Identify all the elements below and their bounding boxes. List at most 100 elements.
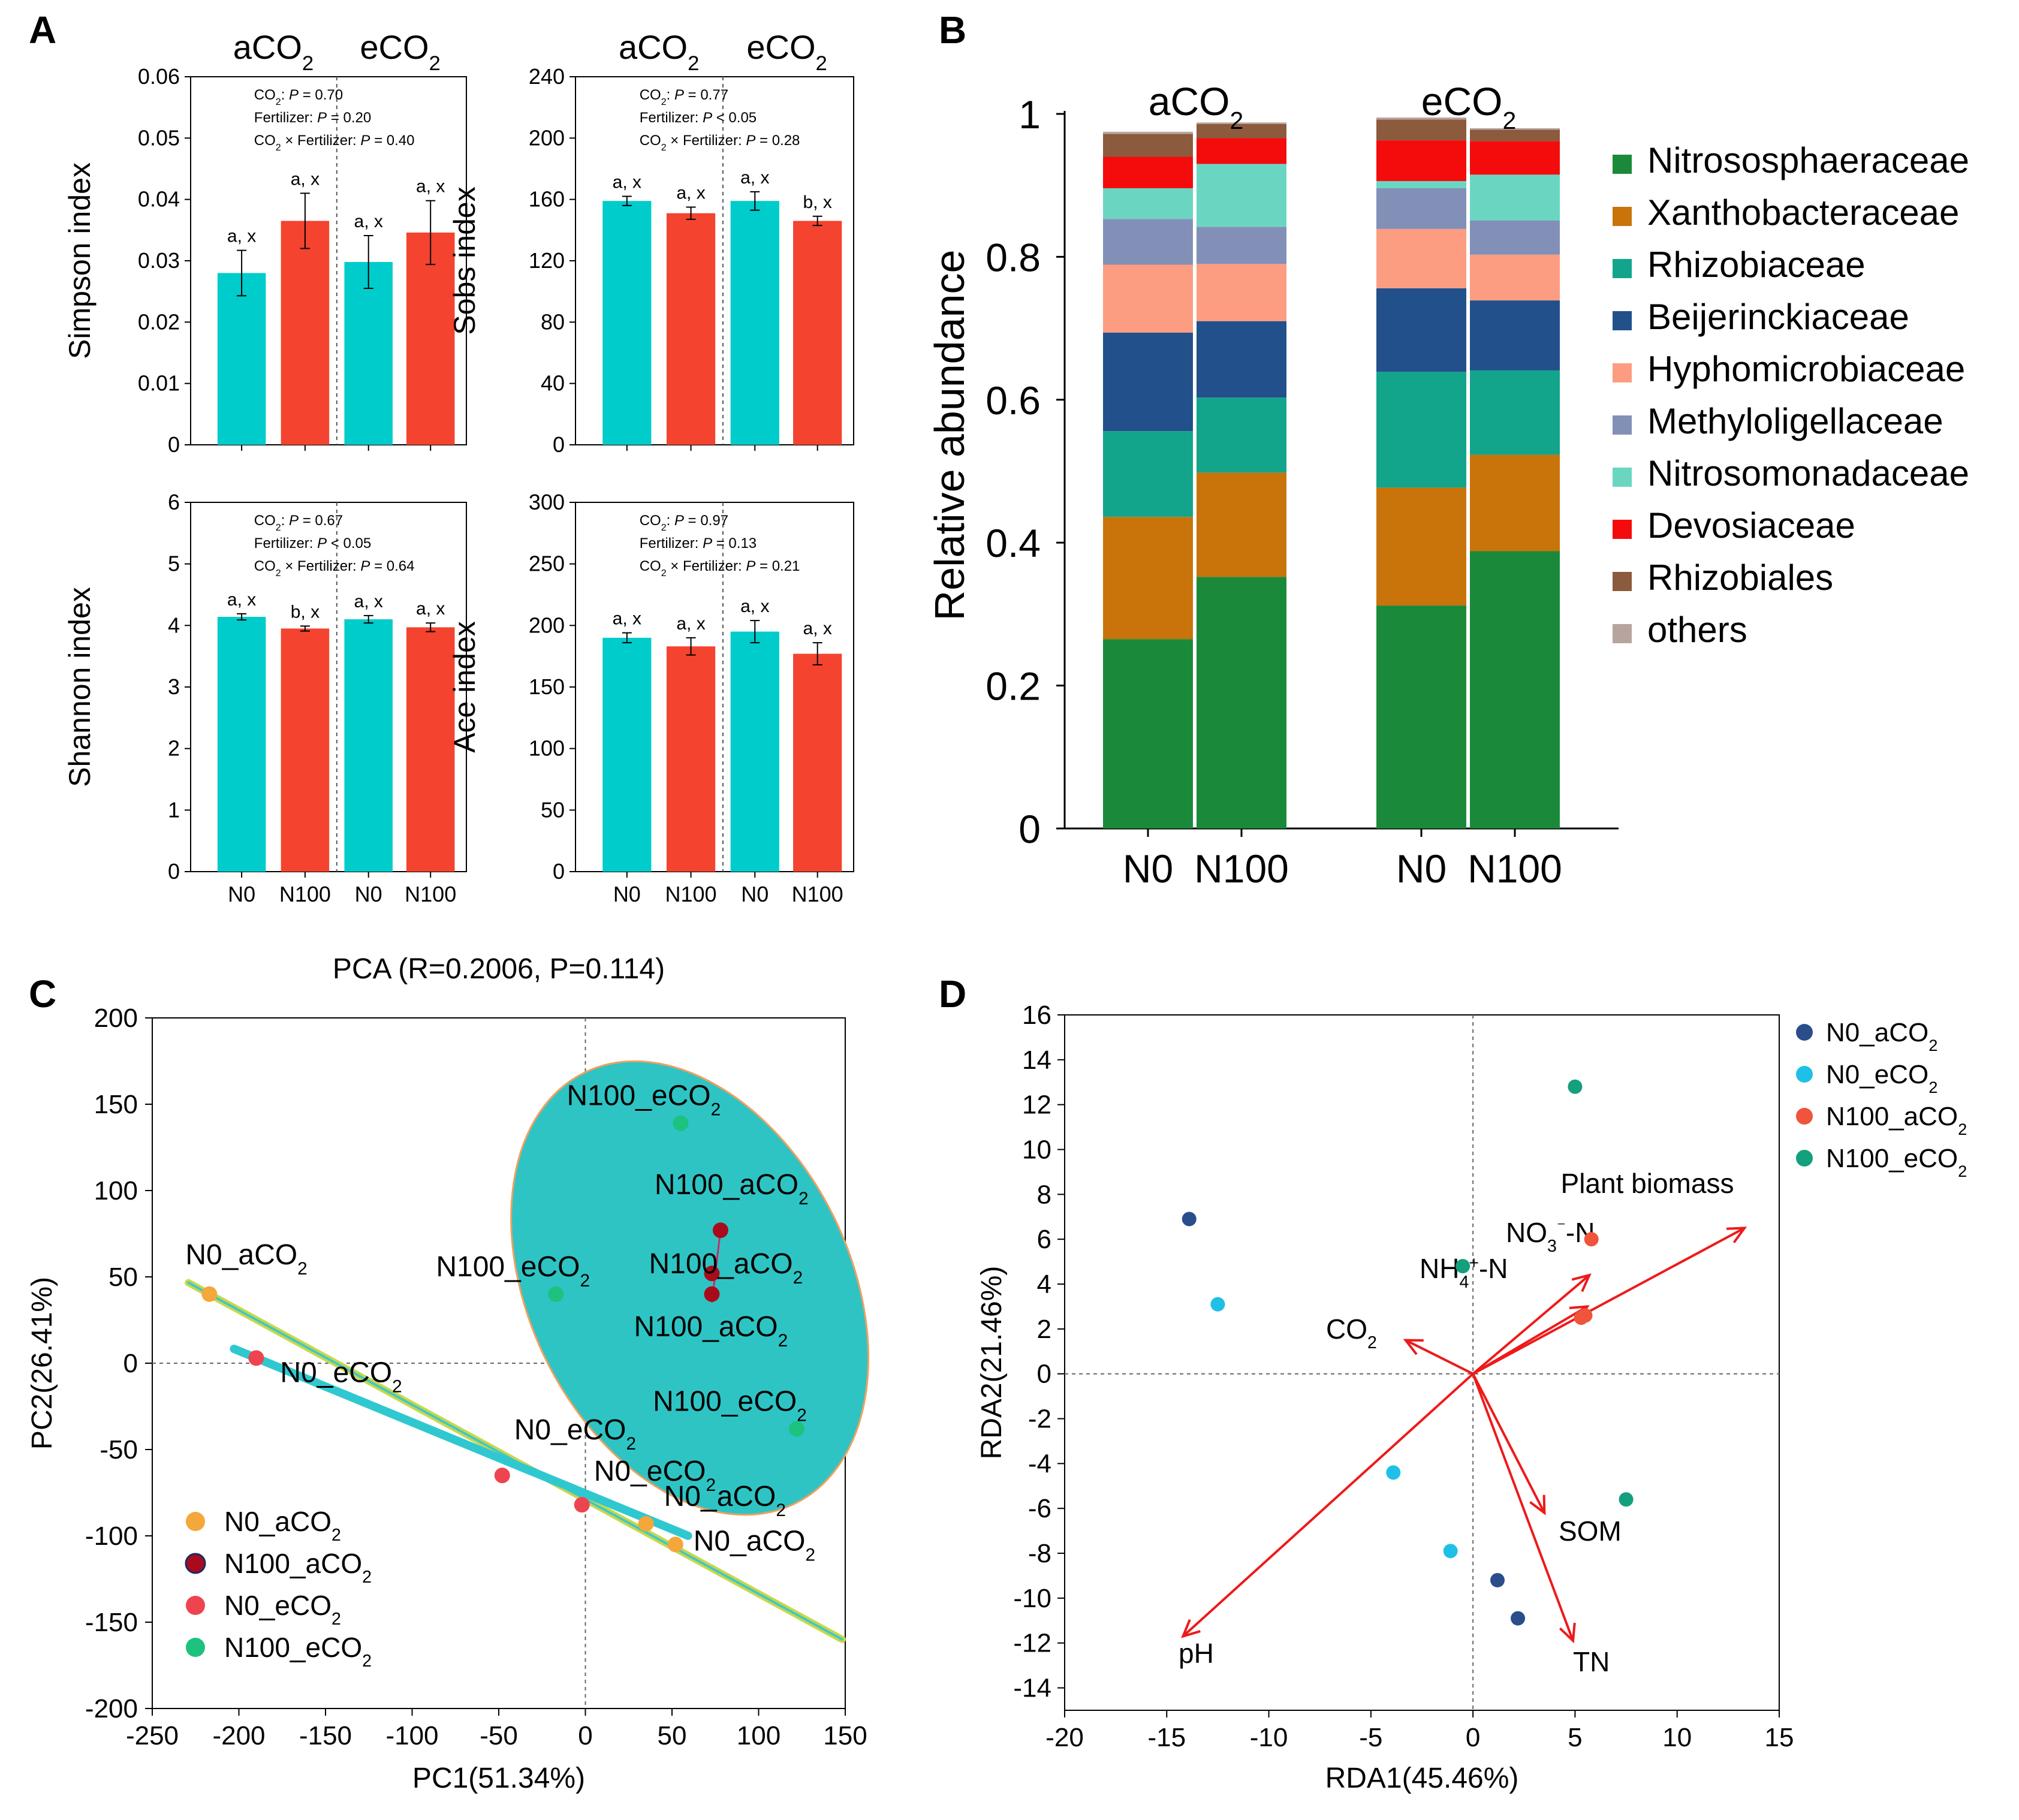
significance-letter: a, x — [354, 592, 383, 611]
data-point — [1619, 1492, 1634, 1507]
y-axis-label: Relative abundance — [926, 250, 973, 621]
y-tick-label: 250 — [529, 552, 565, 576]
data-point — [704, 1265, 720, 1282]
stats-line: Fertilizer: P = 0.20 — [254, 110, 371, 126]
stack-segment — [1376, 181, 1466, 188]
y-tick-label: 100 — [529, 736, 565, 761]
legend-label: others — [1647, 610, 1747, 650]
stack-segment — [1197, 122, 1286, 124]
data-point — [673, 1115, 689, 1131]
stack-segment — [1470, 129, 1560, 141]
legend-swatch — [1613, 363, 1632, 382]
y-tick-label: 0 — [168, 432, 180, 457]
x-tick-label: N100 — [792, 882, 843, 906]
stack-segment — [1197, 397, 1286, 473]
legend-swatch — [1613, 155, 1632, 174]
legend-label: Devosiaceae — [1647, 505, 1855, 546]
significance-letter: a, x — [416, 177, 445, 197]
stack-segment — [1103, 264, 1193, 333]
stack-segment — [1376, 605, 1466, 828]
legend-label: Methyloligellaceae — [1647, 401, 1943, 441]
bar — [793, 221, 842, 445]
bar — [217, 273, 266, 445]
bar — [406, 232, 455, 445]
x-tick-label: N100 — [405, 882, 456, 906]
arrow-label-nh4: NH4+-N — [1420, 1253, 1508, 1292]
bar — [344, 619, 393, 872]
y-tick-label: 10 — [1022, 1135, 1051, 1165]
stats-line: CO2: P = 0.70 — [254, 87, 343, 107]
stack-segment — [1103, 431, 1193, 517]
x-tick-label: N0 — [1123, 846, 1173, 891]
point-label: N100_eCO2 — [436, 1251, 590, 1291]
y-tick-label: 14 — [1022, 1045, 1051, 1075]
stack-segment — [1376, 119, 1466, 141]
significance-letter: a, x — [613, 173, 641, 192]
data-point — [248, 1350, 264, 1366]
significance-letter: a, x — [227, 227, 256, 246]
arrow-label-ph: pH — [1179, 1638, 1214, 1669]
legend-label: N0_eCO2 — [224, 1590, 341, 1629]
significance-letter: a, x — [416, 599, 445, 619]
arrow-label-tn: TN — [1573, 1646, 1610, 1677]
data-point — [1182, 1212, 1197, 1227]
stack-segment — [1103, 332, 1193, 432]
group-ellipse-n100-eco2 — [510, 1060, 870, 1516]
x-tick-label: N100 — [1194, 846, 1289, 891]
stack-segment — [1376, 487, 1466, 606]
stack-segment — [1470, 551, 1560, 828]
arrow-label-co2: CO2 — [1326, 1313, 1377, 1352]
group-hull — [230, 1345, 692, 1540]
legend-swatch — [1613, 259, 1632, 278]
panel-b-letter: B — [939, 8, 966, 52]
stats-line: Fertilizer: P = 0.13 — [640, 535, 757, 552]
x-tick-label: 15 — [1765, 1723, 1794, 1752]
legend-swatch — [1613, 415, 1632, 435]
x-tick-label: -50 — [480, 1721, 518, 1750]
stats-line: CO2: P = 0.97 — [640, 513, 728, 533]
stack-segment — [1470, 370, 1560, 455]
point-label: N100_eCO2 — [566, 1080, 721, 1120]
stack-segment — [1470, 254, 1560, 301]
y-tick-label: 0 — [168, 859, 180, 884]
y-tick-label: 120 — [529, 248, 565, 273]
simpson-chart: 0 0.01 0.02 0.03 0.04 0.05 0.06 Simpson index a,… — [63, 28, 467, 457]
vector-arrow — [1472, 1305, 1588, 1375]
significance-letter: b, x — [803, 192, 832, 212]
x-tick-label: N0 — [228, 882, 255, 906]
y-tick-label: 6 — [168, 490, 180, 514]
vector-arrowhead — [1529, 1494, 1546, 1515]
point-label: N0_aCO2 — [694, 1525, 815, 1565]
vector-arrowhead — [1571, 1273, 1592, 1292]
legend-swatch — [1613, 624, 1632, 643]
y-tick-label: 0 — [553, 432, 565, 457]
y-tick-label: -8 — [1028, 1539, 1051, 1568]
data-point — [1511, 1611, 1526, 1626]
stack-segment — [1197, 577, 1286, 828]
data-point — [1456, 1259, 1470, 1274]
legend-marker — [1796, 1066, 1813, 1083]
y-tick-label: -50 — [100, 1435, 138, 1465]
panel-d-letter: D — [939, 972, 966, 1016]
y-tick-label: 16 — [1022, 1001, 1051, 1030]
vector-arrow — [1182, 1373, 1474, 1637]
data-point — [704, 1286, 720, 1302]
x-tick-label: -5 — [1359, 1723, 1382, 1752]
arrow-label-no3: NO3⁻-N — [1506, 1217, 1595, 1256]
y-tick-label: 200 — [529, 613, 565, 637]
legend-label: Nitrososphaeraceae — [1647, 140, 1969, 180]
stats-line: CO2 × Fertilizer: P = 0.64 — [254, 558, 415, 578]
stats-line: Fertilizer: P < 0.05 — [640, 110, 757, 126]
y-tick-label: 0.4 — [986, 521, 1041, 565]
y-tick-label: 12 — [1022, 1090, 1051, 1120]
x-tick-label: N100 — [279, 882, 331, 906]
y-tick-label: 0.01 — [138, 371, 180, 396]
stack-segment — [1103, 188, 1193, 219]
x-tick-label: N0 — [613, 882, 641, 906]
y-tick-label: 0.8 — [986, 235, 1041, 279]
stack-segment — [1470, 454, 1560, 552]
stack-segment — [1197, 123, 1286, 138]
y-tick-label: 0.04 — [138, 187, 180, 212]
stack-segment — [1197, 472, 1286, 577]
